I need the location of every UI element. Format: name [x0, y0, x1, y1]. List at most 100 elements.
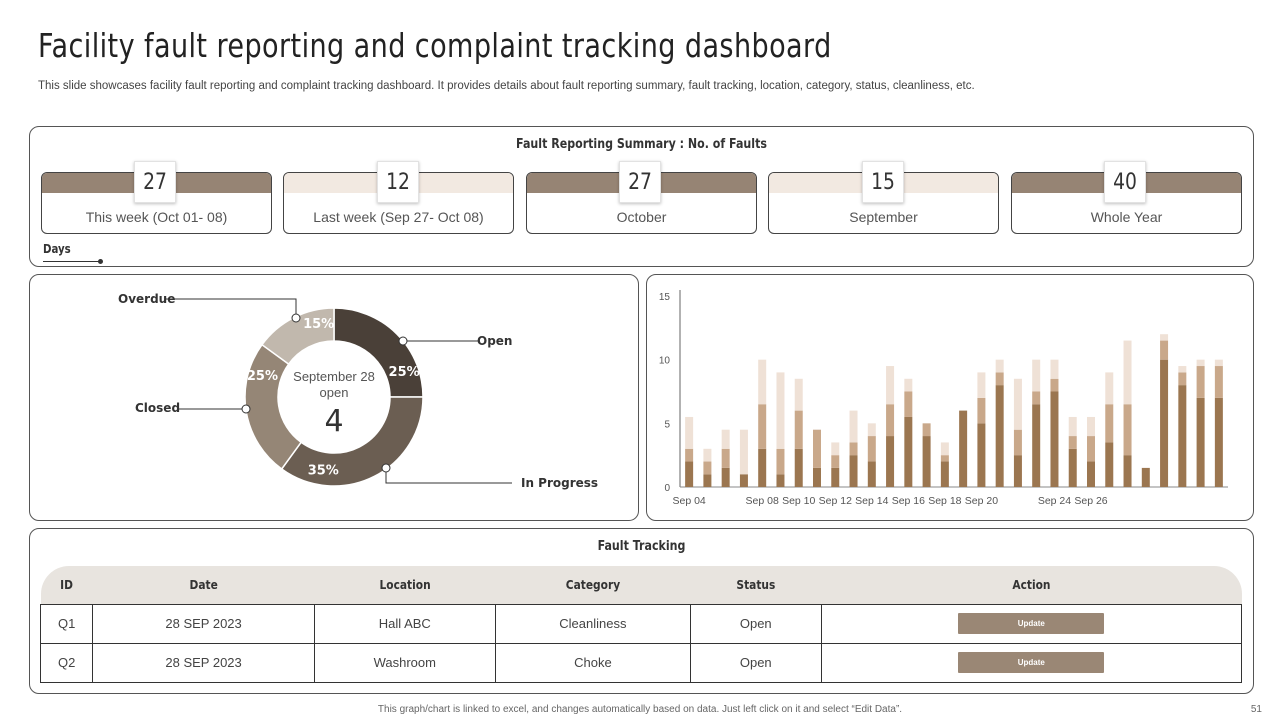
- fault-tracking-table: ID Date Location Category Status Action …: [39, 566, 1243, 683]
- x-tick-label: Sep 24: [1038, 495, 1071, 507]
- page-title: Facility fault reporting and complaint t…: [38, 26, 832, 65]
- bar-segment: [1196, 359, 1205, 367]
- status-donut-chart: September 28 open 4 25% 35% 25% 15% Open In…: [118, 292, 598, 490]
- cell-location: Hall ABC: [313, 603, 496, 644]
- bar-segment: [758, 359, 767, 405]
- x-tick-label: Sep 14: [855, 495, 888, 507]
- card-value: 12: [377, 161, 419, 203]
- bar-segment: [922, 423, 931, 437]
- card-value: 40: [1104, 161, 1146, 203]
- x-tick-label: Sep 16: [892, 495, 925, 507]
- bar-segment: [867, 461, 876, 487]
- bar-segment: [904, 391, 913, 417]
- donut-pct-label-overdue: 15%: [303, 317, 334, 332]
- cell-category: Choke: [494, 642, 691, 683]
- bar-segment: [886, 366, 895, 405]
- bar-segment: [721, 467, 730, 487]
- bar-segment: [703, 448, 712, 462]
- bar-segment: [1068, 448, 1077, 487]
- card-value: 27: [134, 161, 176, 203]
- bar-segment: [794, 410, 803, 449]
- bar-segment: [776, 448, 785, 475]
- bar-segment: [1087, 416, 1095, 437]
- bar-segment: [1141, 467, 1150, 487]
- cell-date: 28 SEP 2023: [92, 642, 315, 683]
- update-button[interactable]: Update: [958, 652, 1105, 673]
- bar-segment: [685, 448, 694, 462]
- cell-location: Washroom: [313, 642, 496, 683]
- x-tick-label: Sep 26: [1074, 495, 1107, 507]
- bar-segment: [776, 372, 785, 449]
- footer-note: This graph/chart is linked to excel, and…: [377, 704, 903, 715]
- callout-label-open: Open: [477, 334, 512, 348]
- card-label: Whole Year: [1090, 209, 1163, 225]
- bar-segment: [940, 442, 949, 456]
- bar-segment: [1087, 461, 1095, 487]
- card-label: September: [849, 209, 918, 225]
- donut-center-line1: September 28: [293, 369, 375, 384]
- callout-dot-open: [398, 336, 408, 346]
- bar-segment: [1087, 436, 1095, 462]
- bar-segment: [1105, 372, 1114, 405]
- cell-status: Open: [689, 642, 822, 683]
- bar-segment: [1214, 359, 1223, 367]
- cell-status: Open: [689, 603, 822, 644]
- cell-action: Update: [820, 603, 1243, 644]
- card-value: 27: [619, 161, 661, 203]
- bar-segment: [1013, 455, 1022, 487]
- cell-action: Update: [820, 642, 1243, 683]
- column-header-id: ID: [40, 566, 93, 604]
- bar-segment: [685, 416, 694, 449]
- bar-segment: [685, 461, 694, 487]
- bar-segment: [977, 372, 986, 398]
- bar-segment: [1178, 366, 1187, 373]
- column-header-location: Location: [314, 566, 496, 604]
- donut-pct-label-in-progress: 35%: [308, 464, 339, 479]
- bar-segment: [849, 410, 858, 443]
- bar-segment: [1160, 334, 1169, 341]
- bar-segment: [1214, 397, 1223, 487]
- page-subtitle: This slide showcases facility fault repo…: [38, 80, 975, 92]
- donut-pct-label-closed: 25%: [247, 369, 278, 384]
- bar-segment: [1032, 404, 1041, 487]
- bar-segment: [831, 442, 840, 456]
- bar-segment: [959, 410, 968, 487]
- bar-segment: [1123, 340, 1132, 405]
- bar-segment: [849, 442, 858, 456]
- bar-segment: [794, 378, 803, 411]
- update-button[interactable]: Update: [958, 613, 1105, 634]
- bar-segment: [995, 359, 1004, 373]
- bar-segment: [721, 448, 730, 468]
- x-tick-label: Sep 12: [819, 495, 852, 507]
- bar-segment: [1013, 429, 1022, 456]
- x-tick-label: Sep 04: [672, 495, 705, 507]
- bar-segment: [1050, 378, 1059, 392]
- summary-title: Fault Reporting Summary : No. of Faults: [516, 137, 767, 152]
- table-row: Q1 28 SEP 2023 Hall ABC Cleanliness Open…: [39, 603, 1243, 644]
- card-label: October: [616, 209, 667, 225]
- bar-segment: [940, 455, 949, 462]
- bar-segment: [758, 404, 767, 449]
- bar-segment: [1050, 391, 1059, 487]
- bar-segment: [867, 423, 876, 437]
- bar-segment: [904, 378, 913, 392]
- callout-label-closed: Closed: [135, 401, 180, 415]
- bar-segment: [1123, 404, 1132, 456]
- bar-segment: [904, 416, 913, 487]
- bar-segment: [995, 372, 1004, 386]
- callout-dot-in-progress: [381, 463, 391, 473]
- column-header-category: Category: [495, 566, 691, 604]
- bar-segment: [758, 448, 767, 487]
- bar-segment: [1214, 366, 1223, 398]
- bar-segment: [1068, 436, 1077, 449]
- cell-id: Q1: [39, 603, 94, 644]
- status-donut-panel: September 28 open 4 25% 35% 25% 15% Open In…: [29, 274, 639, 521]
- bar-segment: [1178, 372, 1187, 386]
- table-header-row: ID Date Location Category Status Action: [40, 566, 1242, 604]
- bar-segment: [1196, 366, 1205, 398]
- cell-id: Q2: [39, 642, 94, 683]
- bar-segment: [831, 455, 840, 468]
- donut-pct-label-open: 25%: [389, 365, 420, 380]
- y-tick-label: 15: [659, 292, 671, 303]
- callout-line-overdue: [166, 298, 297, 318]
